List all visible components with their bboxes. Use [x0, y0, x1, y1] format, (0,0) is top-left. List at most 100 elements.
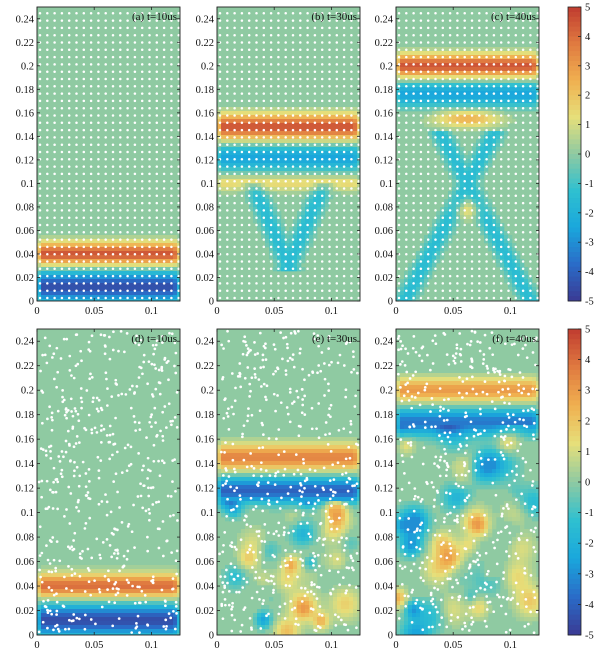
node-point: [170, 216, 173, 219]
node-point: [148, 223, 151, 227]
field-cell: [85, 251, 90, 256]
field-cell: [496, 231, 501, 236]
field-cell: [480, 191, 485, 196]
node-point: [342, 223, 346, 227]
field-cell: [293, 239, 298, 244]
field-cell: [305, 175, 310, 180]
field-cell: [57, 291, 62, 296]
node-point: [412, 136, 415, 139]
field-cell: [125, 247, 130, 252]
field-cell: [269, 147, 274, 152]
field-cell: [488, 55, 493, 60]
node-point: [492, 128, 496, 132]
field-cell: [129, 283, 134, 288]
field-cell: [428, 107, 433, 112]
node-point: [426, 158, 430, 161]
field-cell: [496, 87, 501, 92]
node-point: [89, 260, 93, 263]
field-cell: [416, 91, 421, 96]
field-cell: [492, 235, 497, 240]
field-cell: [269, 195, 274, 200]
field-cell: [105, 271, 110, 276]
node-point: [441, 165, 445, 168]
node-point: [97, 289, 100, 292]
node-point: [67, 77, 71, 81]
field-cell: [65, 239, 70, 244]
node-point: [478, 165, 481, 168]
field-cell: [508, 59, 513, 64]
field-cell: [484, 119, 489, 124]
field-cell: [293, 243, 298, 248]
field-cell: [484, 71, 489, 76]
field-cell: [57, 247, 62, 252]
node-point: [170, 165, 173, 168]
node-point: [478, 252, 481, 256]
field-cell: [221, 155, 226, 160]
field-cell: [524, 275, 529, 280]
field-cell: [141, 243, 146, 248]
node-point: [306, 260, 309, 263]
node-point: [247, 77, 251, 81]
field-cell: [460, 127, 465, 132]
node-point: [247, 260, 251, 263]
field-cell: [261, 131, 266, 136]
field-cell: [109, 251, 114, 256]
field-cell: [484, 207, 489, 212]
node-point: [255, 85, 258, 88]
field-cell: [85, 275, 90, 280]
field-cell: [129, 279, 134, 284]
field-cell: [137, 271, 142, 276]
node-point: [529, 150, 532, 154]
node-point: [82, 223, 86, 227]
field-cell: [281, 135, 286, 140]
field-cell: [53, 263, 58, 268]
node-point: [104, 136, 107, 139]
node-point: [104, 63, 107, 66]
field-cell: [432, 251, 437, 256]
field-cell: [285, 119, 290, 124]
node-point: [177, 150, 180, 154]
node-point: [357, 128, 360, 132]
field-cell: [289, 247, 294, 252]
node-point: [269, 48, 273, 52]
field-cell: [285, 267, 290, 272]
node-point: [240, 114, 244, 117]
field-cell: [452, 47, 457, 52]
node-point: [89, 238, 93, 241]
field-cell: [424, 63, 429, 68]
node-point: [291, 48, 295, 52]
node-point: [177, 143, 180, 146]
field-cell: [285, 163, 290, 168]
field-cell: [241, 123, 246, 128]
node-point: [111, 201, 115, 205]
field-cell: [532, 87, 537, 92]
field-cell: [349, 159, 354, 164]
node-point: [140, 106, 144, 110]
field-cell: [273, 251, 278, 256]
field-cell: [472, 95, 477, 100]
field-cell: [408, 99, 413, 104]
field-cell: [524, 87, 529, 92]
node-point: [284, 19, 287, 22]
field-cell: [317, 131, 322, 136]
node-point: [448, 267, 452, 271]
field-cell: [45, 271, 50, 276]
field-cell: [504, 271, 509, 276]
field-cell: [113, 291, 118, 296]
field-cell: [53, 299, 58, 301]
field-cell: [353, 123, 358, 128]
field-cell: [440, 119, 445, 124]
node-point: [507, 274, 510, 278]
node-point: [97, 252, 100, 256]
field-cell: [532, 95, 537, 100]
node-point: [177, 70, 180, 73]
node-point: [82, 136, 86, 139]
node-point: [60, 114, 64, 117]
node-point: [492, 245, 496, 249]
node-point: [335, 282, 339, 285]
node-point: [104, 274, 107, 278]
node-point: [291, 19, 295, 22]
node-point: [82, 41, 86, 44]
field-cell: [245, 131, 250, 136]
node-point: [53, 252, 56, 256]
